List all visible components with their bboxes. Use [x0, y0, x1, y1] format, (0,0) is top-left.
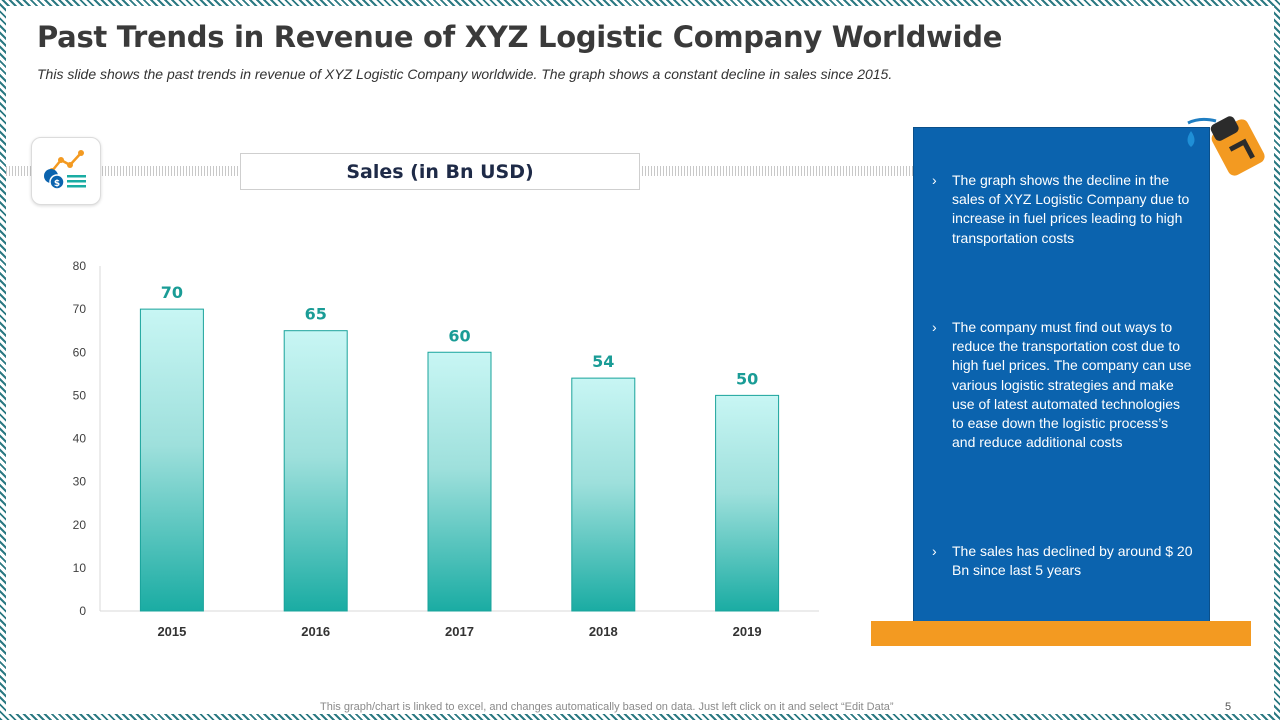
- chart-title: Sales (in Bn USD): [240, 153, 640, 190]
- fuel-pump-icon: [1187, 116, 1265, 176]
- data-label-2016: 65: [305, 305, 327, 324]
- y-tick-label: 70: [73, 302, 87, 316]
- slide: Past Trends in Revenue of XYZ Logistic C…: [6, 6, 1274, 714]
- y-tick-label: 20: [73, 518, 87, 532]
- y-tick-label: 30: [73, 475, 87, 489]
- y-tick-label: 10: [73, 561, 87, 575]
- y-tick-label: 60: [73, 345, 87, 359]
- data-label-2017: 60: [448, 326, 470, 345]
- insight-bullet-1: › The graph shows the decline in the sal…: [932, 171, 1195, 248]
- fuel-drop-icon: [1187, 131, 1195, 147]
- insight-bullet-3: › The sales has declined by around $ 20 …: [932, 542, 1195, 580]
- insight-text-3: The sales has declined by around $ 20 Bn…: [952, 543, 1193, 579]
- bar-2015: [139, 308, 204, 612]
- chevron-right-icon: ›: [932, 172, 937, 188]
- y-tick-label: 40: [73, 432, 87, 446]
- x-tick-label-2018: 2018: [589, 624, 618, 639]
- bar-2018: [571, 377, 636, 612]
- bar-2016: [283, 330, 348, 612]
- data-label-2019: 50: [736, 369, 758, 388]
- page-number: 5: [1225, 701, 1232, 713]
- bar-2017: [427, 351, 492, 612]
- data-label-2015: 70: [161, 283, 183, 302]
- sales-chart-icon: $: [31, 137, 101, 205]
- insights-panel: › The graph shows the decline in the sal…: [913, 127, 1210, 623]
- x-tick-label-2015: 2015: [157, 624, 186, 639]
- sales-bar-chart: 0 10 20 30 40 50 60 70 80 70 2015 65 2016 60 2017 54 201…: [73, 259, 819, 639]
- y-tick-label: 50: [73, 388, 87, 402]
- footnote: This graph/chart is linked to excel, and…: [320, 701, 894, 713]
- slide-title: Past Trends in Revenue of XYZ Logistic C…: [37, 20, 1003, 54]
- y-tick-label: 80: [73, 259, 87, 273]
- svg-text:$: $: [54, 179, 60, 189]
- accent-bar: [871, 621, 1251, 646]
- slide-subtitle: This slide shows the past trends in reve…: [37, 66, 893, 82]
- data-label-2018: 54: [592, 352, 614, 371]
- x-tick-label-2017: 2017: [445, 624, 474, 639]
- y-tick-label: 0: [79, 604, 86, 618]
- x-tick-label-2019: 2019: [733, 624, 762, 639]
- sales-chart-icon-graphic: $: [44, 150, 86, 190]
- bar-2019: [715, 394, 780, 612]
- x-tick-label-2016: 2016: [301, 624, 330, 639]
- insight-bullet-2: › The company must find out ways to redu…: [932, 318, 1195, 452]
- insight-text-1: The graph shows the decline in the sales…: [952, 172, 1190, 246]
- chevron-right-icon: ›: [932, 319, 937, 335]
- insight-text-2: The company must find out ways to reduce…: [952, 319, 1192, 451]
- chevron-right-icon: ›: [932, 543, 937, 559]
